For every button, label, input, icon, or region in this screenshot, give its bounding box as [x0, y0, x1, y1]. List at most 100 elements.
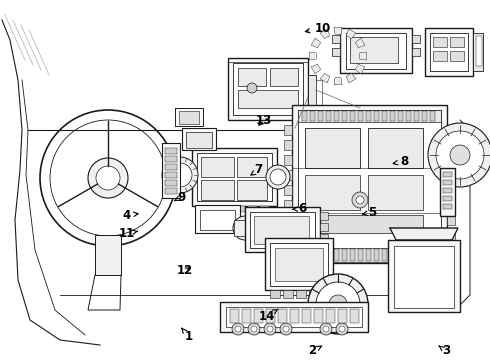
Circle shape	[267, 326, 273, 332]
Bar	[230, 309, 239, 323]
Bar	[430, 33, 468, 71]
Bar	[245, 207, 320, 252]
Bar	[238, 90, 298, 108]
Bar	[368, 128, 423, 168]
Bar	[332, 48, 340, 56]
Circle shape	[352, 192, 368, 208]
Bar	[237, 157, 267, 177]
Bar	[162, 143, 180, 198]
Bar	[310, 111, 315, 121]
Bar	[320, 223, 328, 231]
Bar	[226, 307, 362, 327]
Text: 14: 14	[259, 309, 278, 323]
Bar	[443, 196, 452, 201]
Bar	[368, 175, 423, 210]
Polygon shape	[311, 38, 320, 48]
Circle shape	[266, 165, 290, 189]
Bar	[350, 309, 359, 323]
Bar	[326, 309, 335, 323]
Bar	[342, 249, 347, 261]
Bar	[284, 230, 292, 240]
Bar	[175, 108, 203, 126]
Bar	[302, 249, 307, 261]
Bar	[388, 240, 460, 312]
Bar	[374, 249, 379, 261]
Circle shape	[428, 123, 490, 187]
Circle shape	[248, 323, 260, 335]
Bar	[305, 175, 360, 210]
Bar	[248, 206, 257, 212]
Circle shape	[450, 145, 470, 165]
Bar	[278, 309, 287, 323]
Bar	[447, 230, 455, 240]
Bar	[165, 172, 177, 178]
Bar	[250, 212, 315, 248]
Bar	[394, 246, 454, 308]
Bar	[95, 235, 121, 275]
Polygon shape	[320, 29, 330, 39]
Circle shape	[329, 295, 347, 313]
Text: 7: 7	[251, 163, 263, 176]
Bar	[412, 48, 420, 56]
Polygon shape	[334, 78, 342, 85]
Bar	[414, 249, 419, 261]
Bar	[447, 215, 455, 225]
Bar	[447, 125, 455, 135]
Bar	[254, 216, 309, 244]
Bar	[476, 36, 482, 66]
Bar	[302, 309, 311, 323]
Bar	[443, 188, 452, 193]
Circle shape	[336, 323, 348, 335]
Bar	[346, 33, 406, 69]
Bar	[334, 249, 339, 261]
Circle shape	[316, 282, 360, 326]
Polygon shape	[390, 228, 458, 240]
Bar	[197, 153, 272, 201]
Bar	[309, 290, 319, 298]
Circle shape	[232, 323, 244, 335]
Bar	[447, 155, 455, 165]
Circle shape	[356, 196, 364, 204]
Bar	[320, 234, 328, 242]
Circle shape	[238, 221, 252, 235]
Text: 13: 13	[255, 114, 272, 127]
Circle shape	[251, 326, 257, 332]
Bar	[318, 111, 323, 121]
Polygon shape	[360, 52, 367, 60]
Bar	[284, 170, 292, 180]
Bar	[165, 156, 177, 162]
Bar	[310, 249, 315, 261]
Bar	[340, 28, 412, 73]
Bar	[433, 37, 447, 47]
Bar	[338, 309, 347, 323]
Bar	[366, 249, 371, 261]
Bar	[228, 58, 308, 120]
Bar	[165, 180, 177, 186]
Bar	[296, 290, 306, 298]
Polygon shape	[334, 27, 342, 34]
Bar	[443, 204, 452, 209]
Bar	[284, 125, 292, 135]
Bar	[390, 111, 395, 121]
Bar	[236, 206, 245, 212]
Bar	[430, 249, 435, 261]
Bar	[298, 248, 441, 262]
Bar	[406, 249, 411, 261]
Bar	[284, 185, 292, 195]
Bar	[224, 206, 233, 212]
Circle shape	[40, 110, 176, 246]
Bar	[326, 111, 331, 121]
Polygon shape	[355, 64, 365, 74]
Text: 4: 4	[122, 209, 138, 222]
Bar	[332, 35, 340, 43]
Polygon shape	[311, 64, 320, 74]
Bar	[430, 111, 435, 121]
Bar	[292, 105, 447, 263]
Text: 6: 6	[293, 202, 307, 215]
Polygon shape	[309, 52, 316, 60]
Bar	[450, 51, 464, 61]
Bar	[284, 200, 292, 210]
Text: 8: 8	[393, 155, 408, 168]
Bar	[450, 37, 464, 47]
Bar	[447, 185, 455, 195]
